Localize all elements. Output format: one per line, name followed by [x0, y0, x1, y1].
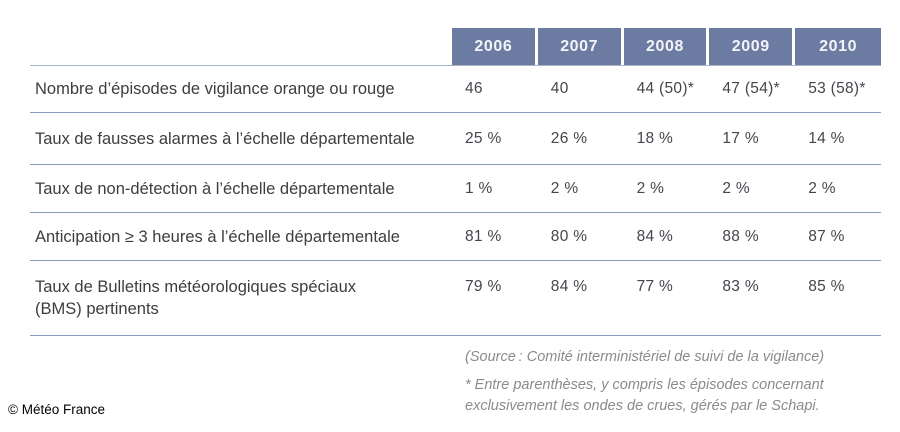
year-header-2007: 2007: [537, 28, 621, 65]
cell-value: 17 %: [722, 129, 759, 147]
cell-value: 87 %: [808, 227, 845, 245]
source-note: (Source : Comité interministériel de sui…: [465, 349, 825, 365]
cell-value: 80 %: [550, 227, 588, 245]
cell-value: 2 %: [722, 179, 750, 197]
cell-value: 40: [550, 80, 569, 97]
table-row: Taux de non-détection à l’échelle départ…: [30, 165, 881, 213]
cell-value: 88 %: [722, 227, 759, 245]
table-row: Taux de fausses alarmes à l’échelle dépa…: [30, 113, 881, 165]
cell-value: 53 (58)*: [808, 80, 866, 97]
table-notes: (Source : Comité interministériel de sui…: [465, 347, 889, 424]
cell-value: 46: [465, 80, 483, 97]
row-label: Taux de Bulletins météorologiques spécia…: [35, 278, 357, 318]
cell-value: 47 (54)*: [722, 80, 780, 97]
year-header-2008: 2008: [623, 28, 707, 65]
cell-value: 2 %: [636, 179, 665, 197]
row-label: Anticipation ≥ 3 heures à l’échelle dépa…: [35, 227, 400, 246]
cell-value: 2 %: [550, 179, 579, 197]
year-header-2010: 2010: [795, 28, 881, 65]
table-body: Nombre d’épisodes de vigilance orange ou…: [30, 66, 881, 336]
asterisk-note: * Entre parenthèses, y compris les épiso…: [465, 377, 824, 414]
cell-value: 84 %: [636, 227, 674, 245]
cell-value: 44 (50)*: [636, 80, 695, 97]
year-header-2006: 2006: [452, 28, 535, 65]
cell-value: 79 %: [465, 278, 502, 295]
row-label: Nombre d’épisodes de vigilance orange ou…: [35, 80, 395, 98]
cell-value: 81 %: [465, 227, 502, 245]
cell-value: 77 %: [636, 278, 674, 295]
table-header-row: 2006 2007 2008 2009 2010: [30, 28, 881, 66]
cell-value: 14 %: [808, 129, 845, 147]
cell-value: 84 %: [550, 278, 588, 295]
row-label: Taux de non-détection à l’échelle départ…: [35, 179, 395, 198]
header-empty-cell: [30, 28, 452, 65]
cell-value: 18 %: [636, 129, 674, 147]
row-label: Taux de fausses alarmes à l’échelle dépa…: [35, 129, 415, 148]
table-row: Taux de Bulletins météorologiques spécia…: [30, 261, 881, 336]
table-row: Nombre d’épisodes de vigilance orange ou…: [30, 66, 881, 113]
year-header-2009: 2009: [709, 28, 793, 65]
cell-value: 26 %: [550, 129, 588, 147]
table-row: Anticipation ≥ 3 heures à l’échelle dépa…: [30, 213, 881, 261]
cell-value: 25 %: [465, 129, 502, 147]
cell-value: 83 %: [722, 278, 759, 295]
copyright: © Météo France: [8, 402, 105, 417]
cell-value: 85 %: [808, 278, 845, 295]
cell-value: 1 %: [465, 179, 493, 197]
vigilance-statistics-table: 2006 2007 2008 2009 2010 Nombre d’épisodes d…: [30, 28, 881, 336]
cell-value: 2 %: [808, 179, 836, 197]
